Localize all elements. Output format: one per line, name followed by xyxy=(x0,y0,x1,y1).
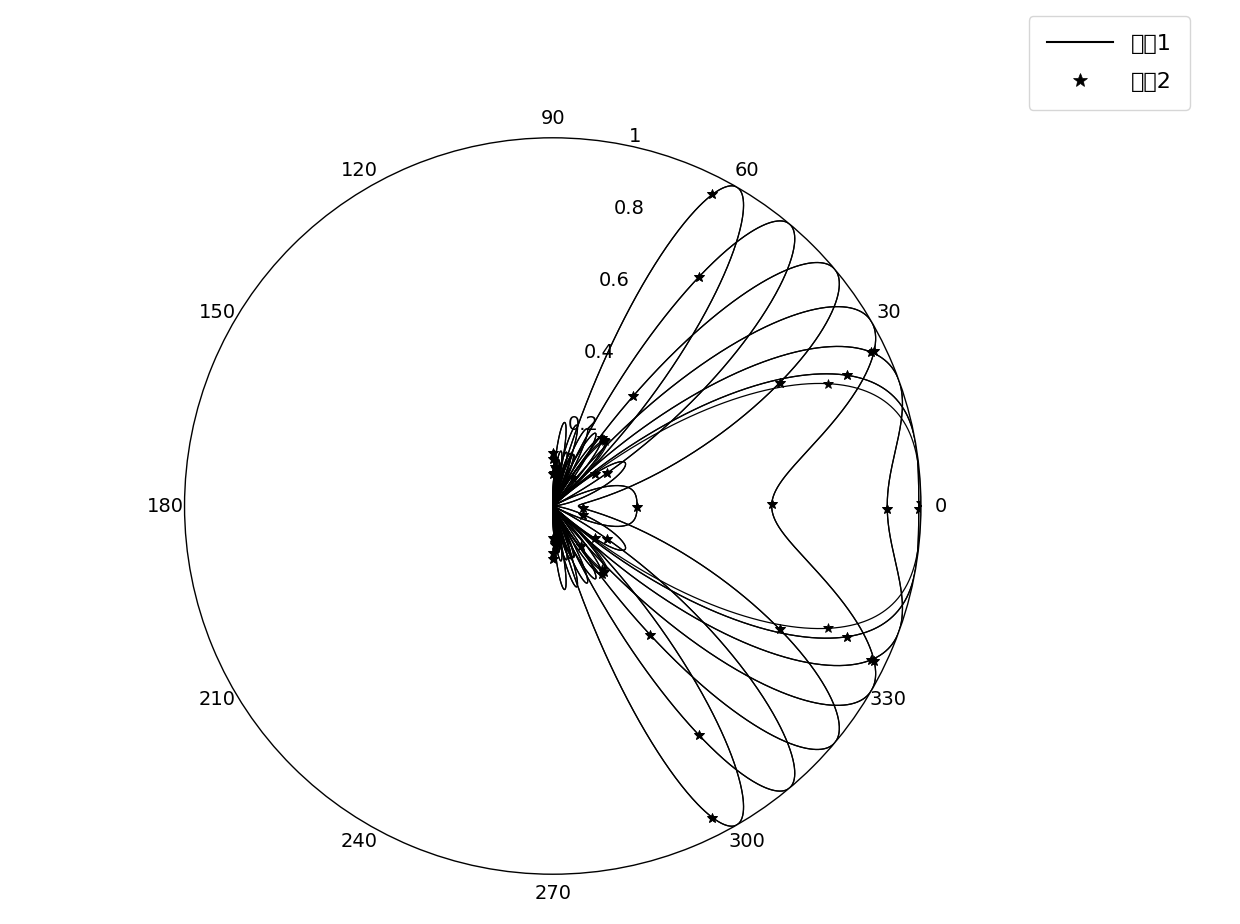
Legend: 波束1, 波束2: 波束1, 波束2 xyxy=(1029,17,1189,110)
